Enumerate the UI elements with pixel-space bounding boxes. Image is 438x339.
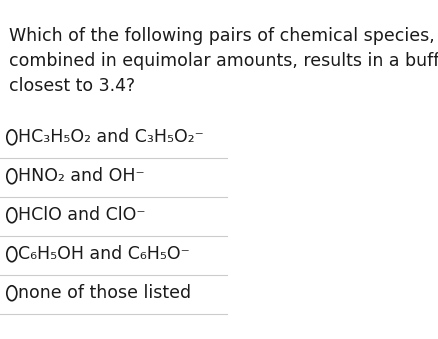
Text: HClO and ClO⁻: HClO and ClO⁻ xyxy=(18,206,146,224)
Text: HC₃H₅O₂ and C₃H₅O₂⁻: HC₃H₅O₂ and C₃H₅O₂⁻ xyxy=(18,128,204,146)
Text: none of those listed: none of those listed xyxy=(18,284,191,302)
Text: HNO₂ and OH⁻: HNO₂ and OH⁻ xyxy=(18,167,145,185)
Text: Which of the following pairs of chemical species, when
combined in equimolar amo: Which of the following pairs of chemical… xyxy=(9,27,438,95)
Text: C₆H₅OH and C₆H₅O⁻: C₆H₅OH and C₆H₅O⁻ xyxy=(18,245,190,263)
